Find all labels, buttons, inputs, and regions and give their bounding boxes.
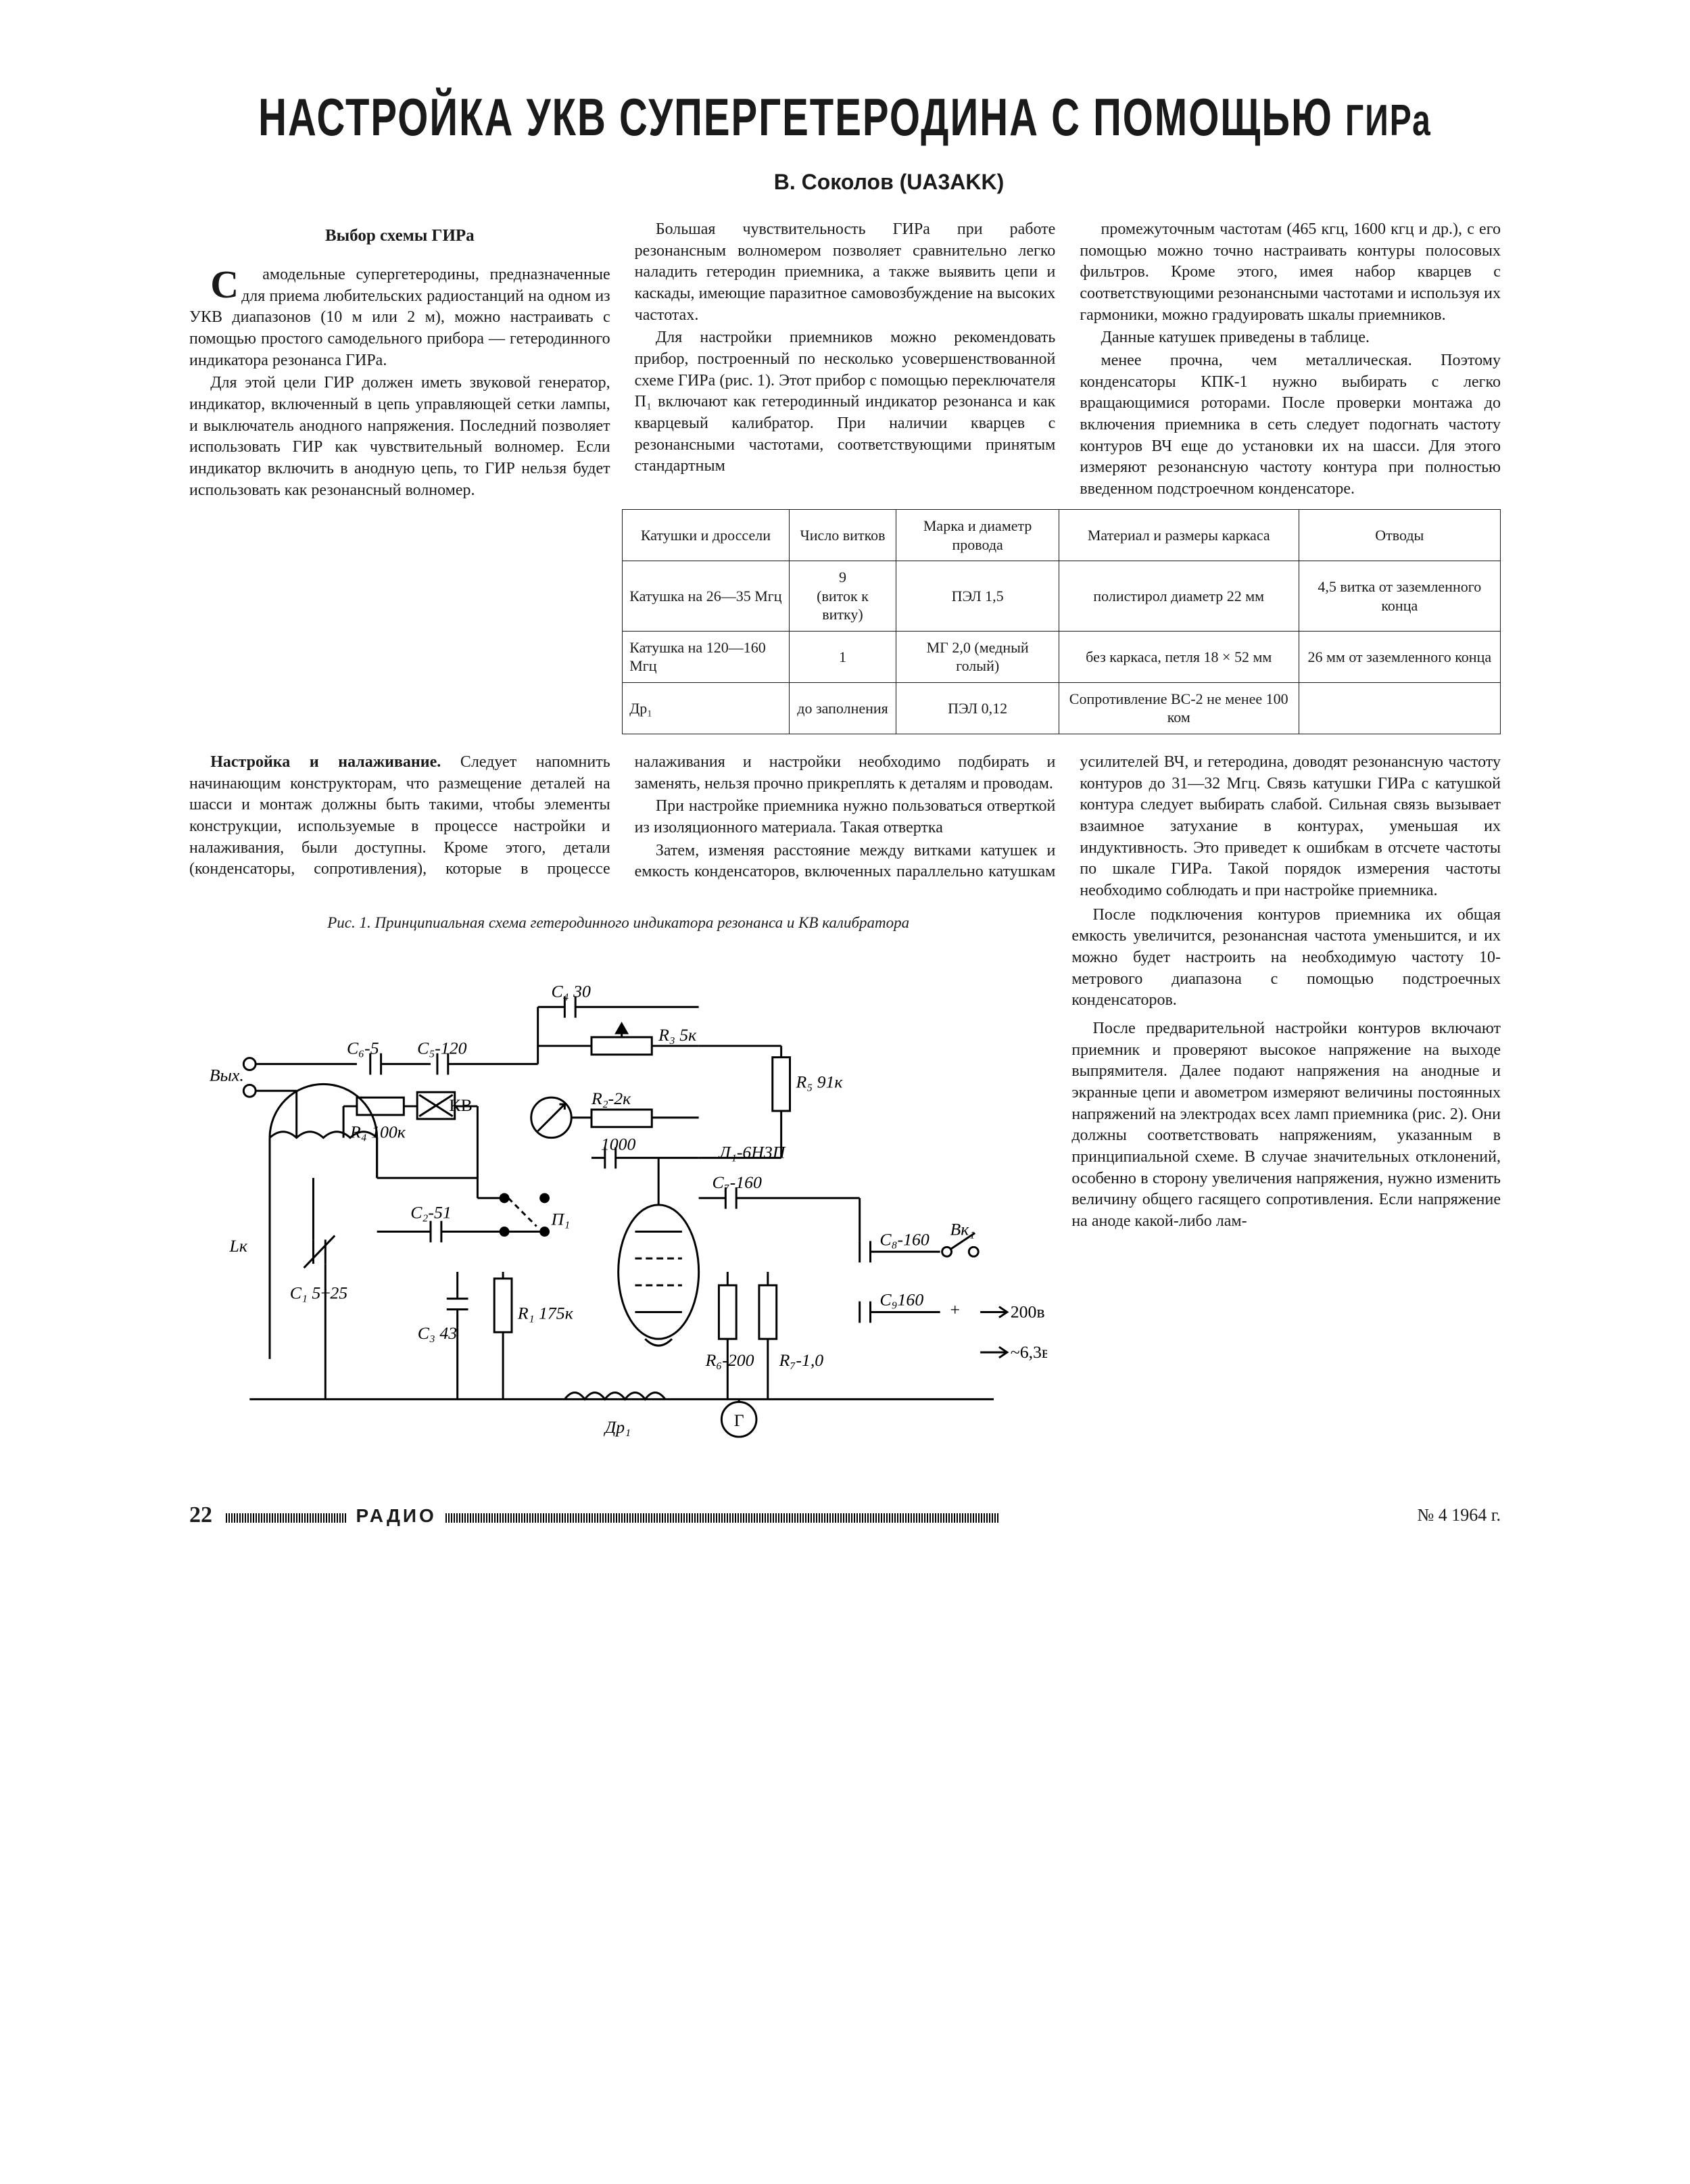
body-columns: Выбор схемы ГИРа Самодельные супергетеро… <box>189 219 1501 902</box>
lower-grid: Рис. 1. Принципиальная схема гетеродинно… <box>189 905 1501 1455</box>
lbl-r3: R₃ 5к <box>658 1025 697 1045</box>
para-1: Самодельные супергетеродины, предназначе… <box>189 264 610 371</box>
lbl-c8: C₈-160 <box>879 1229 929 1249</box>
title-main: НАСТРОЙКА УКВ СУПЕРГЕТЕРОДИНА С ПОМОЩЬЮ <box>258 88 1345 147</box>
para-11: После предварительной настройки контуров… <box>1071 1018 1501 1233</box>
hatch-rule-left <box>226 1513 347 1523</box>
footer-left: 22 РАДИО <box>189 1502 1000 1528</box>
lbl-c9: C₉160 <box>879 1290 923 1310</box>
para-8b: При настройке приемника нужно пользовать… <box>635 796 1056 838</box>
th-3: Материал и размеры каркаса <box>1059 510 1299 561</box>
td: полистирол диаметр 22 мм <box>1059 561 1299 632</box>
para-4: Для настройки приемников можно рекомендо… <box>635 327 1056 477</box>
page-footer: 22 РАДИО № 4 1964 г. <box>189 1502 1501 1528</box>
th-0: Катушки и дроссели <box>623 510 789 561</box>
td: Сопротивление ВС-2 не менее 100 ком <box>1059 682 1299 734</box>
coil-table: Катушки и дроссели Число витков Марка и … <box>622 509 1501 734</box>
lbl-r1: R₁ 175к <box>517 1303 574 1323</box>
lbl-c6: C₆-5 <box>347 1039 379 1058</box>
td: ПЭЛ 0,12 <box>896 682 1059 734</box>
author-line: В. Соколов (UA3AKK) <box>277 170 1501 195</box>
hatch-rule-right <box>445 1513 1000 1523</box>
lbl-c3: C₃ 43 <box>418 1323 457 1343</box>
para-6: Данные катушек приведены в таблице. <box>1080 327 1501 349</box>
magazine-name: РАДИО <box>356 1505 437 1526</box>
td: 1 <box>789 631 896 682</box>
para-3: Большая чувствительность ГИРа при работе… <box>635 219 1056 326</box>
lbl-c4: C₄ 30 <box>551 981 590 1001</box>
fig1-caption: Рис. 1. Принципиальная схема гетеродинно… <box>189 913 1047 933</box>
lbl-200v: 200в <box>1011 1302 1045 1321</box>
title-suffix: ГИРа <box>1345 97 1432 145</box>
lbl-dr1: Др₁ <box>603 1417 631 1437</box>
lbl-g: Г <box>734 1410 744 1430</box>
lbl-r4: R₄ 100к <box>349 1122 406 1142</box>
td: МГ 2,0 (медный голый) <box>896 631 1059 682</box>
para-5: промежуточным частотам (465 кгц, 1600 кг… <box>1080 219 1501 326</box>
table-header-row: Катушки и дроссели Число витков Марка и … <box>623 510 1501 561</box>
lbl-c6a: 1000 <box>601 1134 636 1154</box>
td: 4,5 витка от заземленного конца <box>1299 561 1500 632</box>
coil-table-wrap: Катушки и дроссели Число витков Марка и … <box>189 509 1501 734</box>
td: до заполнения <box>789 682 896 734</box>
schematic-fig1: Вых. Lк C₁ 5÷25 C₂-51 C₃ 43 C₄ 30 C₅-120… <box>189 934 1047 1448</box>
table-row: Катушка на 26—35 Мгц 9 (виток к витку) П… <box>623 561 1501 632</box>
section-1-head: Выбор схемы ГИРа <box>189 224 610 247</box>
th-4: Отводы <box>1299 510 1500 561</box>
lbl-lk: Lк <box>228 1236 247 1256</box>
td: Катушка на 26—35 Мгц <box>623 561 789 632</box>
th-2: Марка и диаметр провода <box>896 510 1059 561</box>
td: без каркаса, петля 18 × 52 мм <box>1059 631 1299 682</box>
para-2: Для этой цели ГИР должен иметь звуковой … <box>189 373 610 501</box>
lbl-kv: КВ <box>449 1095 472 1115</box>
lbl-vyh: Вых. <box>210 1065 244 1085</box>
para-10: После подключения контуров приемника их … <box>1071 905 1501 1012</box>
td: 9 (виток к витку) <box>789 561 896 632</box>
schematic-cell: Рис. 1. Принципиальная схема гетеродинно… <box>189 905 1047 1455</box>
th-1: Число витков <box>789 510 896 561</box>
lbl-r7: R₇-1,0 <box>779 1350 824 1370</box>
lbl-63v: ~6,3в <box>1011 1342 1048 1362</box>
lbl-bk1: Вк₁ <box>950 1219 975 1239</box>
lbl-r5: R₅ 91к <box>795 1072 843 1091</box>
lbl-l1: Л₁-6Н3П <box>718 1142 786 1162</box>
para-7: менее прочна, чем металлическая. Поэтому… <box>1080 350 1501 500</box>
lbl-r6: R₆-200 <box>705 1350 754 1370</box>
td <box>1299 682 1500 734</box>
lbl-plus: + <box>950 1300 961 1319</box>
issue-label: № 4 1964 г. <box>1417 1505 1501 1525</box>
lower-right-col: После подключения контуров приемника их … <box>1071 905 1501 1455</box>
para-8a-lead: Настройка и налаживание. <box>210 753 460 771</box>
td: Др₁ <box>623 682 789 734</box>
td: Катушка на 120—160 Мгц <box>623 631 789 682</box>
table-row: Др₁ до заполнения ПЭЛ 0,12 Сопротивление… <box>623 682 1501 734</box>
page-number: 22 <box>189 1502 212 1527</box>
td: ПЭЛ 1,5 <box>896 561 1059 632</box>
lbl-c1: C₁ 5÷25 <box>290 1283 347 1303</box>
lbl-c5: C₅-120 <box>417 1039 466 1058</box>
lbl-c2: C₂-51 <box>410 1203 452 1222</box>
lbl-c7: C₇-160 <box>712 1172 761 1192</box>
table-row: Катушка на 120—160 Мгц 1 МГ 2,0 (медный … <box>623 631 1501 682</box>
td: 26 мм от заземленного конца <box>1299 631 1500 682</box>
lbl-p1: П₁ <box>550 1210 570 1229</box>
lbl-r2: R₂-2к <box>591 1089 631 1108</box>
page-title: НАСТРОЙКА УКВ СУПЕРГЕТЕРОДИНА С ПОМОЩЬЮ … <box>189 87 1501 147</box>
